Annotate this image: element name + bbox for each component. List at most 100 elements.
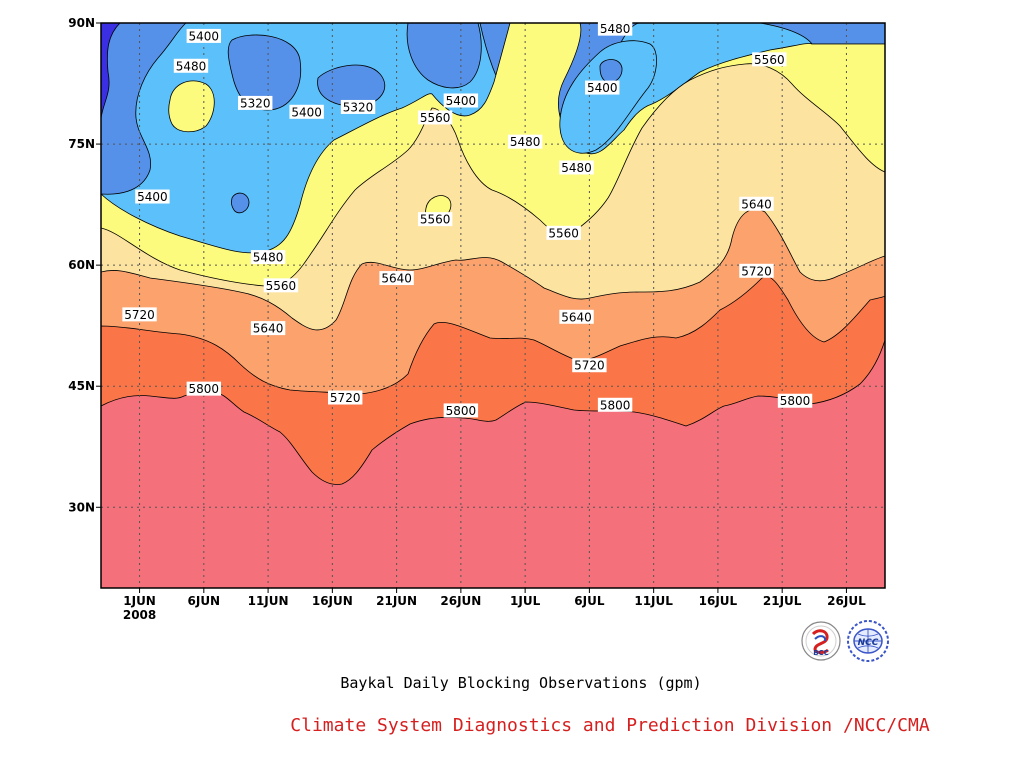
contour-label: 5400 [289,104,324,119]
contour-label-text: 5480 [600,22,631,36]
y-tick-label: 45N [68,379,95,393]
contour-label-text: 5400 [291,105,322,119]
y-tick-label: 60N [68,258,95,272]
contour-label-text: 5640 [253,322,284,336]
contour-label-text: 5480 [176,59,207,73]
x-tick-label: 6JUL [574,594,605,608]
contour-label-text: 5720 [741,264,772,278]
contour-label: 5400 [585,80,620,95]
contour-label-text: 5800 [446,404,477,418]
contour-label-text: 5720 [330,391,361,405]
x-tick-label: 11JUN [248,594,289,608]
x-tick-label: 26JUN [440,594,481,608]
contour-label: 5480 [250,250,286,265]
contour-label-text: 5400 [137,190,168,204]
contour-label-bg [327,390,363,405]
contour-label-bg [417,212,453,227]
contour-label: 5560 [417,110,453,125]
contour-label-bg [186,381,222,396]
contour-label: 5400 [186,28,222,43]
contour-label-bg [597,21,633,36]
contour-label: 5560 [417,212,453,227]
hole-5400-b [317,64,386,107]
contour-label-bg [250,321,286,336]
contour-label: 5640 [379,271,414,286]
x-tick-sublabel: 2008 [123,608,156,622]
contour-label: 5720 [739,263,774,278]
contour-label-bg [238,95,273,110]
x-tick-label: 6JUN [188,594,221,608]
contour-label: 5480 [507,134,543,149]
contour-label-text: 5400 [189,29,220,43]
band-above-5800 [101,339,885,588]
contour-label-bg [739,196,774,211]
contour-label-bg [250,250,286,265]
contour-label: 5560 [263,278,299,293]
bcc-logo: BCC [801,621,841,661]
contour-label-text: 5560 [420,111,451,125]
x-tick-label: 16JUL [699,594,738,608]
contour-label-text: 5480 [510,135,541,149]
contour-label: 5800 [777,393,813,408]
contour-label: 5320 [238,95,273,110]
credit-line: Climate System Diagnostics and Predictio… [290,715,930,736]
contour-label-bg [122,307,157,322]
contour-label: 5640 [739,196,774,211]
contour-label-bg [546,225,581,240]
contour-label-bg [443,403,479,418]
contour-label: 5480 [597,21,633,36]
contour-label: 5480 [173,58,209,73]
contour-label-text: 5640 [561,310,592,324]
contour-label-text: 5640 [381,272,412,286]
contour-label: 5720 [572,358,607,373]
contour-label-bg [379,271,414,286]
grid-lines [101,23,885,588]
hole-5480-a [559,40,657,154]
contour-label-bg [777,393,813,408]
contour-label-text: 5400 [587,81,618,95]
contour-label-text: 5800 [780,394,811,408]
hole-5400-e [231,192,250,214]
x-tick-label: 16JUN [312,594,353,608]
contour-label: 5560 [752,52,787,67]
y-axis-ticks: 30N 45N 60N 75N 90N [68,16,101,514]
x-tick-label: 21JUL [763,594,802,608]
contour-label-bg [443,93,479,108]
contour-label-bg [572,358,607,373]
contour-label-text: 5560 [420,213,451,227]
contour-label-text: 5640 [741,197,772,211]
contour-label: 5560 [546,225,581,240]
contour-label-text: 5320 [343,100,374,114]
contour-label: 5640 [250,321,286,336]
contour-label-bg [263,278,299,293]
contour-label-bg [173,58,209,73]
contour-label: 5480 [559,160,594,175]
contour-label-bg [597,397,633,412]
contour-label-bg [507,134,543,149]
contour-label-text: 5400 [446,94,477,108]
contour-label-text: 5560 [266,279,297,293]
x-tick-label: 1JUN [123,594,156,608]
y-tick-label: 75N [68,137,95,151]
contour-label-bg [340,99,376,114]
contour-label-bg [739,263,774,278]
contour-label-text: 5480 [253,251,284,265]
ncc-logo-text: NCC [858,638,879,648]
contour-label: 5800 [443,403,479,418]
contour-label: 5400 [135,189,170,204]
contour-label: 5320 [340,99,376,114]
contour-label-text: 5320 [240,96,271,110]
island-5480-a [168,80,215,133]
y-tick-label: 30N [68,500,95,514]
contour-label-bg [186,28,222,43]
contour-label: 5800 [186,381,222,396]
bcc-logo-text: BCC [813,649,829,657]
contour-label-text: 5800 [189,382,220,396]
x-tick-label: 21JUN [376,594,417,608]
contour-label-text: 5720 [124,308,155,322]
contour-label-bg [585,80,620,95]
chart-title: Baykal Daily Blocking Observations (gpm) [340,674,701,692]
